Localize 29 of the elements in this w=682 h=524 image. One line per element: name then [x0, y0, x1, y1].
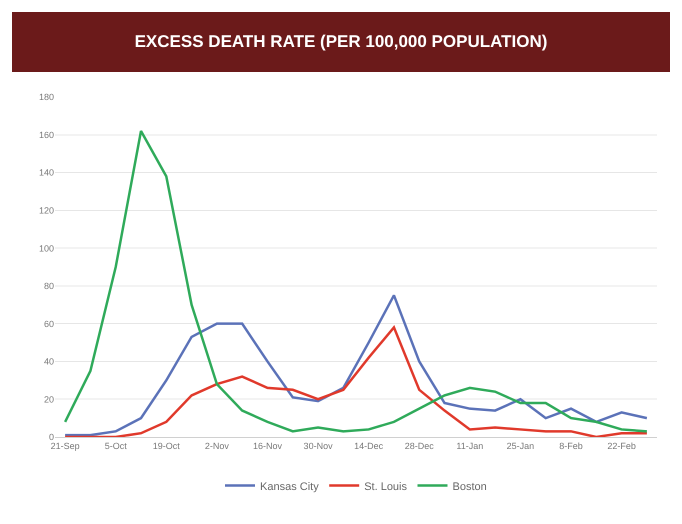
- x-tick-label: 11-Jan: [456, 440, 484, 451]
- x-tick-label: 16-Nov: [252, 440, 282, 451]
- y-tick-label: 40: [44, 356, 54, 367]
- legend-label: St. Louis: [364, 480, 408, 493]
- x-tick-label: 2-Nov: [204, 440, 230, 451]
- y-tick-label: 80: [44, 281, 54, 292]
- x-tick-label: 5-Oct: [104, 440, 128, 451]
- x-tick-label: 8-Feb: [559, 440, 583, 451]
- y-tick-label: 140: [38, 168, 54, 178]
- x-tick-label: 25-Jan: [506, 440, 534, 451]
- line-series: [64, 130, 648, 433]
- y-tick-label: 100: [38, 243, 54, 254]
- x-tick-label: 19-Oct: [152, 440, 180, 451]
- line-series: [64, 326, 648, 437]
- y-tick-label: 160: [38, 130, 54, 140]
- x-tick-label: 30-Nov: [304, 440, 334, 451]
- x-tick-label: 28-Dec: [404, 440, 434, 451]
- y-tick-label: 20: [44, 394, 54, 404]
- chart-title: EXCESS DEATH RATE (PER 100,000 POPULATION): [12, 12, 670, 72]
- line-series: [64, 294, 648, 436]
- x-tick-label: 21-Sep: [50, 440, 80, 451]
- y-tick-label: 60: [44, 318, 54, 329]
- y-tick-label: 120: [38, 205, 54, 216]
- legend-label: Boston: [452, 480, 487, 493]
- x-tick-label: 22-Feb: [607, 440, 636, 451]
- legend-label: Kansas City: [260, 480, 320, 493]
- y-tick-label: 0: [48, 432, 54, 442]
- x-tick-label: 14-Dec: [354, 440, 384, 451]
- y-tick-label: 180: [38, 92, 54, 102]
